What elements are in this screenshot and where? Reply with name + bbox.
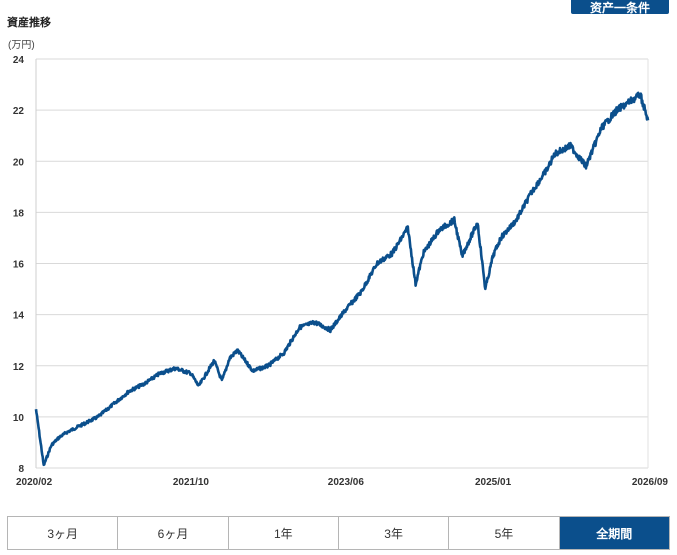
y-axis-unit-label: (万円) [8,40,35,51]
x-tick-labels: 2020/02 2021/10 2023/06 2025/01 2026/09 [16,477,668,488]
tab-1-year[interactable]: 1年 [228,517,339,549]
tab-5-years[interactable]: 5年 [449,517,560,549]
x-tick-label: 2020/02 [16,477,53,488]
y-tick-label: 8 [18,464,24,475]
y-tick-labels: 8 10 12 14 16 18 20 22 24 [13,55,25,475]
grid-lines [35,58,649,469]
tab-3-months[interactable]: 3ヶ月 [8,517,119,549]
x-tick-label: 2021/10 [173,477,210,488]
chart-title: 資産推移 [7,17,51,29]
x-tick-label: 2023/06 [328,477,365,488]
period-tabs: 3ヶ月 6ヶ月 1年 3年 5年 全期間 [7,516,670,550]
series-group [34,91,650,467]
y-tick-label: 16 [13,260,25,271]
y-tick-label: 22 [13,106,25,117]
x-tick-label: 2025/01 [475,477,512,488]
y-tick-label: 20 [13,157,25,168]
x-tick-label: 2026/09 [632,477,669,488]
y-tick-label: 12 [13,362,25,373]
tab-3-years[interactable]: 3年 [338,517,450,549]
tab-6-months[interactable]: 6ヶ月 [118,517,229,549]
y-tick-label: 10 [13,413,25,424]
tab-all-period[interactable]: 全期間 [559,517,669,549]
y-tick-label: 14 [13,311,25,322]
y-tick-label: 18 [13,208,25,219]
asset-series-line [34,91,650,467]
y-tick-label: 24 [13,55,25,66]
asset-condition-button[interactable]: 资产一条件 [571,0,669,15]
